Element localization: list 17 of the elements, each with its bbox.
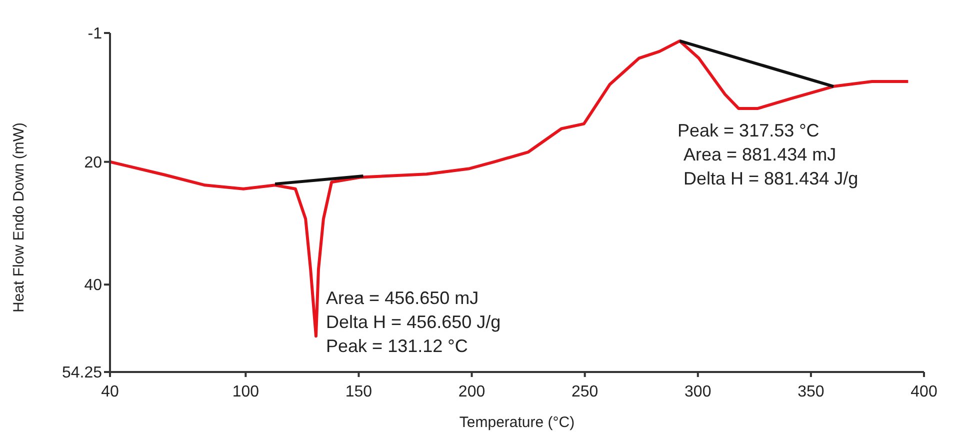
y-tick-label: 20 (84, 154, 102, 172)
x-tick-label: 300 (684, 383, 712, 400)
x-tick-label: 350 (798, 383, 824, 400)
x-tick-label: 400 (910, 383, 938, 400)
x-tick-label: 40 (101, 383, 119, 400)
x-tick-label: 200 (458, 383, 486, 400)
annotation: Area = 456.650 mJ Delta H = 456.650 J/g Peak = 131.12 °C (326, 288, 501, 356)
x-tick-label: 150 (345, 383, 372, 400)
y-tick-label: -1 (88, 26, 102, 43)
x-tick-label: 100 (232, 383, 260, 400)
y-axis-title: Heat Flow Endo Down (mW) (10, 122, 28, 312)
line-series (110, 39, 910, 338)
x-tick-label: 250 (571, 383, 598, 400)
x-axis-title: Temperature (°C) (459, 414, 575, 431)
annotation: Peak = 317.53 °C Area = 881.434 mJ Delta H = 881.434 J/g (678, 120, 858, 188)
y-tick-label: 54.25 (62, 364, 102, 382)
y-tick-label: 40 (84, 277, 102, 294)
